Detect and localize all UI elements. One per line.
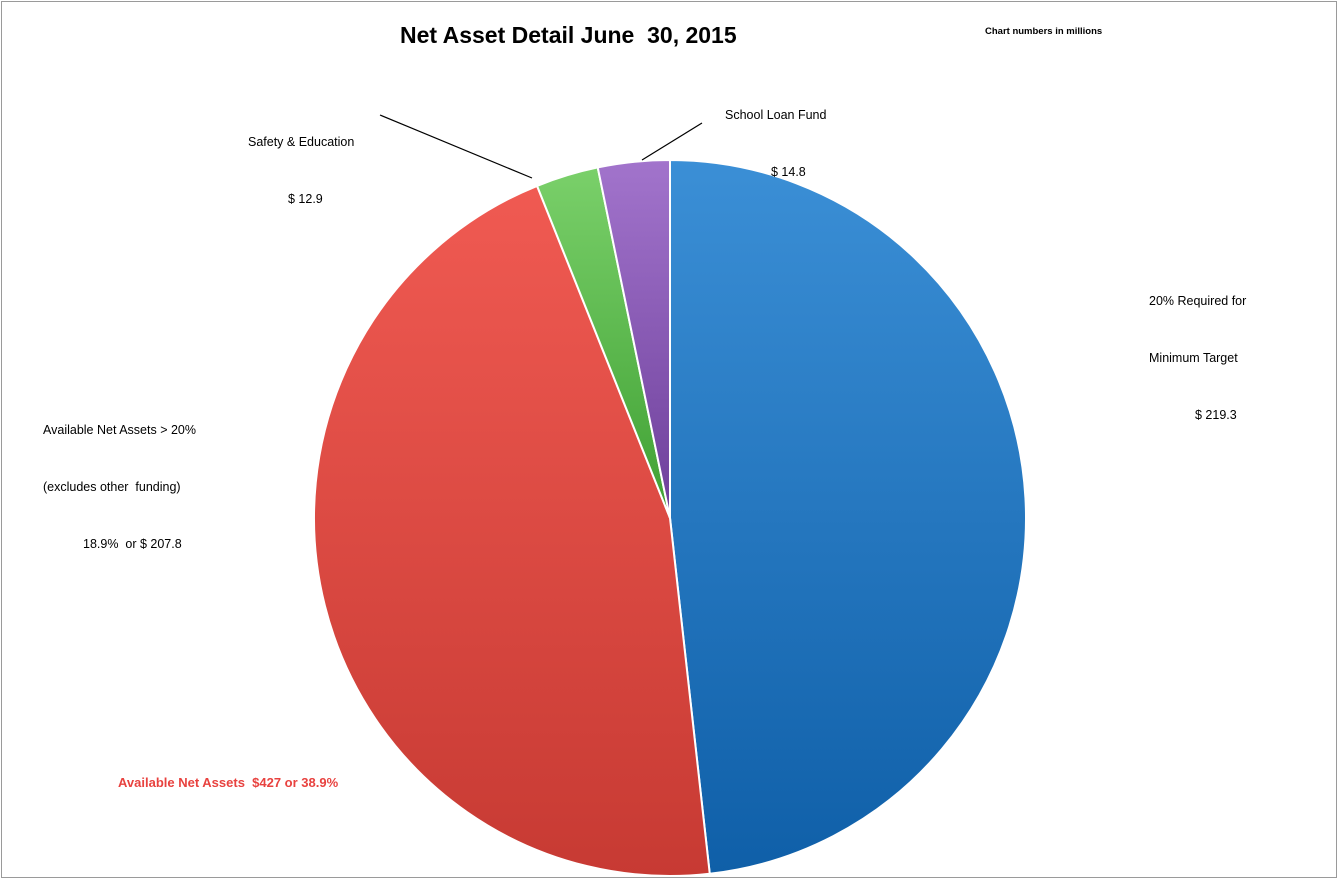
available-net-assets-summary: Available Net Assets $427 or 38.9% bbox=[118, 775, 339, 790]
safety-label-line1: Safety & Education bbox=[248, 135, 355, 149]
chart-title: Net Asset Detail June 30, 2015 bbox=[400, 22, 737, 48]
slice-minimum-target bbox=[669, 158, 1027, 875]
available-label: Available Net Assets > 20% (excludes oth… bbox=[43, 383, 196, 573]
loan-label-line1: School Loan Fund bbox=[725, 108, 827, 122]
slice-school-loan-fund bbox=[596, 158, 671, 519]
loan-label: School Loan Fund $ 14.8 bbox=[725, 68, 826, 201]
available-value: 18.9% or $ 207.8 bbox=[83, 537, 182, 551]
required-label-line2: Minimum Target bbox=[1149, 351, 1238, 365]
safety-value: $ 12.9 bbox=[288, 192, 323, 206]
chart-note: Chart numbers in millions bbox=[985, 26, 1103, 37]
loan-leader-line bbox=[641, 122, 703, 161]
safety-leader-line bbox=[379, 114, 533, 179]
available-label-line2: (excludes other funding) bbox=[43, 480, 181, 494]
loan-value: $ 14.8 bbox=[771, 165, 806, 179]
required-label-line1: 20% Required for bbox=[1149, 294, 1247, 308]
required-value: $ 219.3 bbox=[1195, 408, 1237, 422]
available-label-line1: Available Net Assets > 20% bbox=[43, 423, 196, 437]
slice-available-net-assets bbox=[313, 184, 711, 877]
safety-label: Safety & Education $ 12.9 bbox=[248, 95, 354, 228]
required-label: 20% Required for Minimum Target $ 219.3 bbox=[1149, 254, 1246, 444]
